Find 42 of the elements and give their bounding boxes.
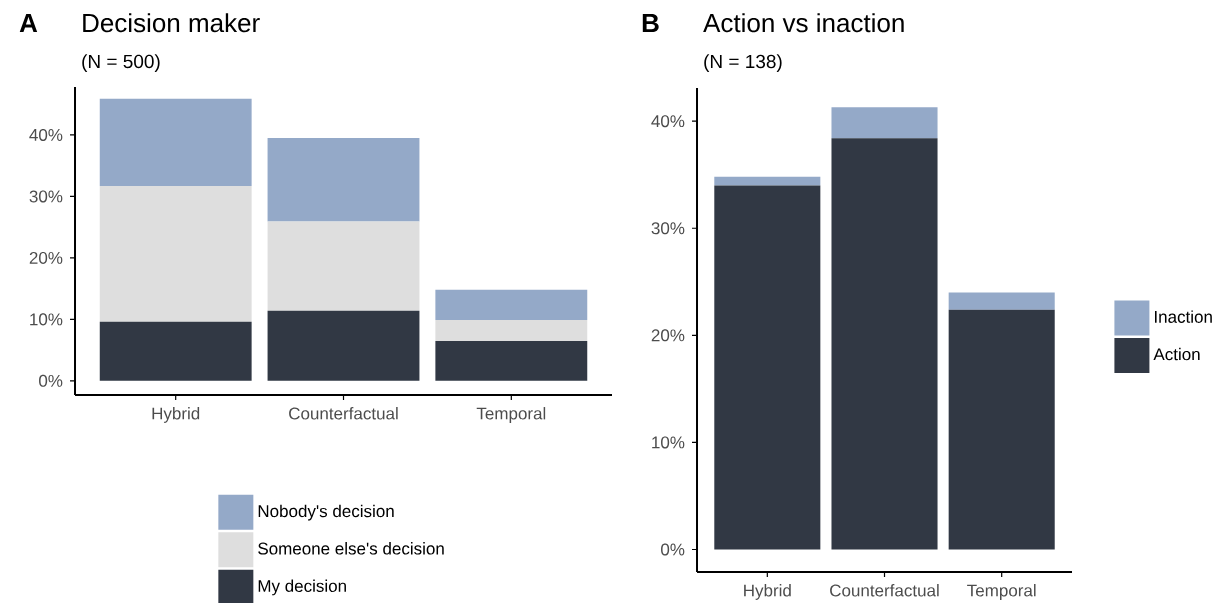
bar [714,176,821,186]
legend-label: Inaction [1154,310,1212,323]
x-tick-label: Counterfactual [830,584,939,597]
chart-title: Decision maker [83,13,260,33]
bar [831,138,938,550]
y-tick-label: 10% [652,436,685,449]
bar [99,98,252,186]
chart-subtitle: (N = 138) [704,54,782,72]
y-tick-label: 40% [29,128,63,141]
bar [99,321,252,381]
bar [831,107,938,139]
text: B [642,14,659,32]
x-tick-label: Hybrid [744,584,791,600]
legend-label: Someone else's decision [258,542,444,555]
y-tick-label: 20% [29,251,63,264]
y-tick-label: 0% [661,543,685,556]
y-tick-label: 0% [39,374,63,387]
chart-subtitle: (N = 500) [82,54,160,72]
bar [267,221,420,311]
bar [714,185,821,550]
y-tick-label: 10% [30,313,63,326]
x-tick-label: Temporal [967,584,1036,600]
y-tick-label: 20% [651,329,685,342]
bar [948,292,1055,310]
chart-title: Action vs inaction [703,13,904,33]
bar [435,340,588,381]
bar [267,310,420,381]
x-tick-label: Hybrid [152,407,200,423]
bar [435,319,588,341]
legend-label: My decision [258,579,346,596]
bar [435,289,588,320]
bar [99,185,252,322]
y-tick-label: 30% [29,190,63,203]
y-tick-label: 40% [651,115,685,128]
text: A [19,14,38,32]
bar [948,309,1055,550]
bar [267,138,420,222]
x-tick-label: Counterfactual [289,407,398,420]
legend-label: Action [1153,347,1200,361]
x-tick-label: Temporal [476,407,546,423]
y-tick-label: 30% [651,222,685,235]
legend-label: Nobody's decision [258,504,394,521]
